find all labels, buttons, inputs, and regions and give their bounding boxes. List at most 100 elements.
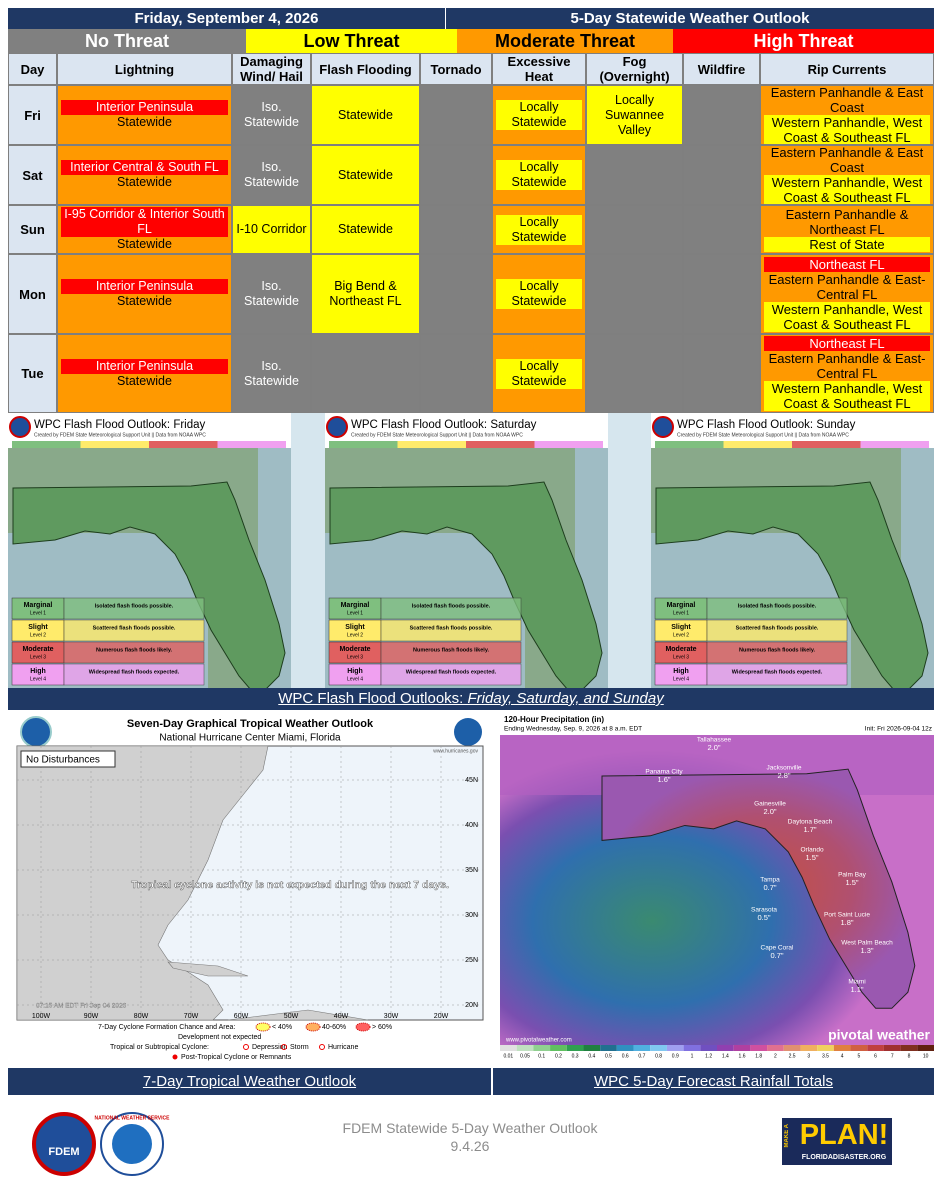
- cell-text: Interior Peninsula: [61, 279, 228, 294]
- scale-label: 0.8: [655, 1053, 662, 1059]
- level-desc: Widespread flash floods expected.: [732, 669, 823, 675]
- threat-cell: [683, 85, 760, 145]
- level-desc: Isolated flash floods possible.: [738, 603, 817, 609]
- city-amount: 1.5": [805, 853, 818, 862]
- cell-text: Big Bend & Northeast FL: [329, 279, 402, 308]
- category-bar: [12, 441, 81, 448]
- cuba: [167, 961, 249, 977]
- lon-label: 30W: [384, 1013, 399, 1020]
- column-header-text: Rip Currents: [807, 61, 887, 77]
- city-name: Tampa: [760, 877, 780, 884]
- threat-cell: Eastern Panhandle & East Coast Western Pa…: [760, 85, 934, 145]
- column-header: Flash Flooding: [311, 53, 420, 85]
- lon-label: 90W: [84, 1013, 99, 1020]
- column-header-text: Lightning: [114, 61, 175, 77]
- cell-text: Interior Central & South FL: [61, 160, 228, 175]
- day-label: Sun: [20, 222, 45, 237]
- chance-label: 40-60%: [322, 1024, 346, 1031]
- column-header: Rip Currents: [760, 53, 934, 85]
- city-name: Port Saint Lucie: [824, 912, 870, 919]
- day-cell: Tue: [8, 334, 57, 413]
- lon-label: 40W: [334, 1013, 349, 1020]
- scale-label: 2: [774, 1053, 777, 1059]
- scale-label: 5: [857, 1053, 860, 1059]
- tropical-message: Tropical cyclone activity is not expecte…: [131, 879, 449, 891]
- city-name: Daytona Beach: [788, 819, 833, 826]
- city-name: Palm Bay: [838, 872, 867, 879]
- threat-cell: Iso. Statewide: [232, 254, 311, 334]
- threat-cell: Eastern Panhandle & Northeast FL Rest of …: [760, 205, 934, 254]
- day-cell: Fri: [8, 85, 57, 145]
- level-desc-box: [380, 597, 522, 620]
- city-name: Miami: [848, 979, 865, 986]
- lon-label: 70W: [184, 1013, 199, 1020]
- scale-label: 10: [923, 1053, 929, 1059]
- city-name: Panama City: [645, 769, 683, 776]
- panel-credit: Created by FDEM State Meteorological Sup…: [34, 432, 206, 438]
- fdem-text: FDEM: [48, 1146, 79, 1158]
- site-label: www.hurricanes.gov: [433, 748, 478, 754]
- scale-label: 1.4: [722, 1053, 729, 1059]
- cell-text: Western Panhandle, West Coast & Southeas…: [764, 381, 930, 411]
- scale-label: 0.5: [605, 1053, 612, 1059]
- threat-cell: [586, 254, 683, 334]
- category-bar: [397, 441, 466, 448]
- lat-label: 40N: [465, 822, 478, 829]
- scale-swatch: [917, 1045, 934, 1051]
- florida-shape: [329, 481, 603, 688]
- scale-label: 0.7: [638, 1053, 645, 1059]
- day-label: Sat: [22, 167, 43, 183]
- threat-legend: Low Threat: [246, 29, 457, 53]
- threat-cell: Locally Statewide: [492, 334, 586, 413]
- column-header-text: Fog (Overnight): [599, 54, 670, 84]
- city-name: Tallahassee: [697, 737, 732, 744]
- fdem-seal: [9, 416, 31, 438]
- post-label: Post-Tropical Cyclone or Remnants: [181, 1054, 292, 1061]
- caption: 7-Day Tropical Weather Outlook: [8, 1068, 491, 1095]
- cell-text: Locally Statewide: [496, 279, 582, 309]
- day-label: Fri: [24, 107, 41, 123]
- level-desc: Widespread flash floods expected.: [89, 669, 180, 675]
- cell-text: Statewide: [338, 167, 393, 182]
- scale-swatch: [566, 1045, 584, 1051]
- threat-legend: No Threat: [8, 29, 246, 53]
- category-bar: [466, 441, 535, 448]
- scale-swatch: [550, 1045, 567, 1051]
- make-a: MAKE A: [784, 1124, 790, 1148]
- chance-label: > 60%: [372, 1024, 392, 1031]
- threat-cell: Interior Central & South FL Statewide: [57, 145, 232, 205]
- level-number: Level 4: [30, 676, 46, 682]
- cell-text: Eastern Panhandle & East Coast: [770, 145, 924, 175]
- category-bar: [329, 441, 398, 448]
- threat-cell: I-95 Corridor & Interior South FL Statewi…: [57, 205, 232, 254]
- cell-text: Locally Statewide: [496, 358, 582, 389]
- scale-swatch: [583, 1045, 601, 1051]
- cell-text: Statewide: [338, 222, 393, 236]
- threat-legend: High Threat: [673, 29, 934, 53]
- threat-cell: [586, 205, 683, 254]
- noaa-logo: [20, 716, 52, 748]
- north-america: [16, 745, 269, 1021]
- nws-logo: [454, 718, 482, 746]
- cell-text: Iso. Statewide: [244, 279, 299, 308]
- column-header-text: Excessive Heat: [507, 54, 571, 84]
- chance-label: < 40%: [272, 1024, 292, 1031]
- level-desc-box: [63, 663, 205, 686]
- scale-swatch: [650, 1045, 667, 1051]
- threat-cell: [420, 254, 492, 334]
- column-header-text: Tornado: [430, 61, 482, 77]
- cell-text: Eastern Panhandle & East-Central FL: [768, 351, 926, 381]
- header-date: Friday, September 4, 2026: [8, 8, 445, 29]
- tropical-time: 07:15 AM EDT Fri Sep 04 2026: [36, 1003, 127, 1010]
- cell-text: Statewide: [338, 107, 393, 122]
- florida-shape: [601, 768, 916, 1009]
- threat-cell: Interior Peninsula Statewide: [57, 85, 232, 145]
- scale-swatch: [817, 1045, 834, 1051]
- threat-cell: Locally Statewide: [492, 85, 586, 145]
- florida-shape: [655, 481, 929, 688]
- scale-label: 7: [891, 1053, 894, 1059]
- category-bar: [534, 441, 603, 448]
- column-header: Wildfire: [683, 53, 760, 85]
